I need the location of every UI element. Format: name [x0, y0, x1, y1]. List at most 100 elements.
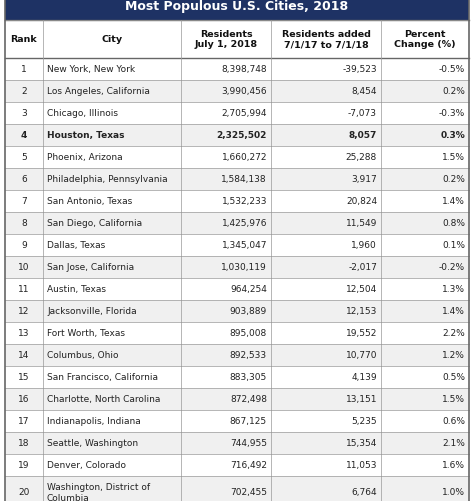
Text: Columbus, Ohio: Columbus, Ohio [47, 350, 118, 359]
Bar [5, 432, 469, 453]
Text: Indianapolis, Indiana: Indianapolis, Indiana [47, 416, 141, 425]
Text: 8: 8 [21, 218, 27, 227]
Text: Houston, Texas: Houston, Texas [47, 131, 125, 140]
Bar [5, 234, 469, 256]
Text: 4,139: 4,139 [351, 372, 377, 381]
Text: 18: 18 [18, 438, 30, 447]
Bar [5, 21, 43, 59]
Text: 9: 9 [21, 240, 27, 249]
Text: -0.3%: -0.3% [439, 109, 465, 118]
Text: 11,053: 11,053 [346, 460, 377, 469]
Text: 1.2%: 1.2% [442, 350, 465, 359]
Text: 11: 11 [18, 285, 30, 294]
Bar [5, 344, 469, 366]
Text: 7: 7 [21, 196, 27, 205]
Bar [5, 410, 469, 432]
Text: San Francisco, California: San Francisco, California [47, 372, 158, 381]
Bar [5, 322, 469, 344]
Text: 1,584,138: 1,584,138 [221, 175, 267, 184]
Text: 12: 12 [18, 307, 30, 315]
Text: 1: 1 [21, 65, 27, 74]
Text: 892,533: 892,533 [230, 350, 267, 359]
Bar [5, 146, 469, 168]
Text: 3,917: 3,917 [351, 175, 377, 184]
Text: 5,235: 5,235 [351, 416, 377, 425]
Bar [5, 366, 469, 388]
Text: 2,325,502: 2,325,502 [217, 131, 267, 140]
Text: -39,523: -39,523 [342, 65, 377, 74]
Bar [5, 168, 469, 190]
Text: 1.0%: 1.0% [442, 487, 465, 496]
Text: -0.2%: -0.2% [439, 263, 465, 272]
Text: 15,354: 15,354 [346, 438, 377, 447]
Bar [5, 59, 469, 80]
Text: 1.4%: 1.4% [442, 196, 465, 205]
Bar [5, 278, 469, 300]
Text: 16: 16 [18, 394, 30, 403]
Text: -0.5%: -0.5% [439, 65, 465, 74]
Text: 25,288: 25,288 [346, 153, 377, 162]
Text: Residents
July 1, 2018: Residents July 1, 2018 [194, 30, 257, 49]
Text: 716,492: 716,492 [230, 460, 267, 469]
Text: 10: 10 [18, 263, 30, 272]
Text: 10,770: 10,770 [346, 350, 377, 359]
Text: 5: 5 [21, 153, 27, 162]
Text: 0.2%: 0.2% [442, 175, 465, 184]
Text: 19,552: 19,552 [346, 328, 377, 337]
Text: Seattle, Washington: Seattle, Washington [47, 438, 138, 447]
Text: 1.4%: 1.4% [442, 307, 465, 315]
Text: 13: 13 [18, 328, 30, 337]
Text: Rank: Rank [10, 35, 37, 44]
Text: 14: 14 [18, 350, 30, 359]
Text: 6,764: 6,764 [351, 487, 377, 496]
Text: Jacksonville, Florida: Jacksonville, Florida [47, 307, 137, 315]
Text: 0.5%: 0.5% [442, 372, 465, 381]
Text: 2.2%: 2.2% [442, 328, 465, 337]
Text: 1,960: 1,960 [351, 240, 377, 249]
Text: 744,955: 744,955 [230, 438, 267, 447]
Text: 0.8%: 0.8% [442, 218, 465, 227]
Text: Percent
Change (%): Percent Change (%) [394, 30, 456, 49]
Text: 13,151: 13,151 [346, 394, 377, 403]
Text: 17: 17 [18, 416, 30, 425]
Text: 15: 15 [18, 372, 30, 381]
Text: 1.6%: 1.6% [442, 460, 465, 469]
Text: 883,305: 883,305 [230, 372, 267, 381]
Text: 20: 20 [18, 487, 30, 496]
Text: Fort Worth, Texas: Fort Worth, Texas [47, 328, 125, 337]
Text: Phoenix, Arizona: Phoenix, Arizona [47, 153, 123, 162]
Bar [5, 256, 469, 278]
Text: 2,705,994: 2,705,994 [221, 109, 267, 118]
Bar [5, 388, 469, 410]
Text: San Jose, California: San Jose, California [47, 263, 134, 272]
Text: San Antonio, Texas: San Antonio, Texas [47, 196, 132, 205]
Text: New York, New York: New York, New York [47, 65, 135, 74]
Text: 872,498: 872,498 [230, 394, 267, 403]
Bar [5, 212, 469, 234]
Text: Charlotte, North Carolina: Charlotte, North Carolina [47, 394, 160, 403]
Text: 11,549: 11,549 [346, 218, 377, 227]
Text: Dallas, Texas: Dallas, Texas [47, 240, 105, 249]
Text: 1.5%: 1.5% [442, 394, 465, 403]
Text: 8,398,748: 8,398,748 [221, 65, 267, 74]
Bar [5, 102, 469, 124]
Text: 3,990,456: 3,990,456 [221, 87, 267, 96]
Text: City: City [101, 35, 123, 44]
Text: San Diego, California: San Diego, California [47, 218, 142, 227]
Text: 903,889: 903,889 [230, 307, 267, 315]
Text: Philadelphia, Pennsylvania: Philadelphia, Pennsylvania [47, 175, 168, 184]
Text: Austin, Texas: Austin, Texas [47, 285, 106, 294]
Text: 1.5%: 1.5% [442, 153, 465, 162]
Text: 964,254: 964,254 [230, 285, 267, 294]
Text: 0.2%: 0.2% [442, 87, 465, 96]
Bar [5, 80, 469, 102]
Text: Most Populous U.S. Cities, 2018: Most Populous U.S. Cities, 2018 [126, 0, 348, 13]
Text: 2.1%: 2.1% [442, 438, 465, 447]
Bar [43, 21, 181, 59]
Text: 4: 4 [21, 131, 27, 140]
Text: 895,008: 895,008 [230, 328, 267, 337]
Bar [5, 190, 469, 212]
Text: -7,073: -7,073 [348, 109, 377, 118]
Bar [5, 124, 469, 146]
Text: 1,425,976: 1,425,976 [221, 218, 267, 227]
